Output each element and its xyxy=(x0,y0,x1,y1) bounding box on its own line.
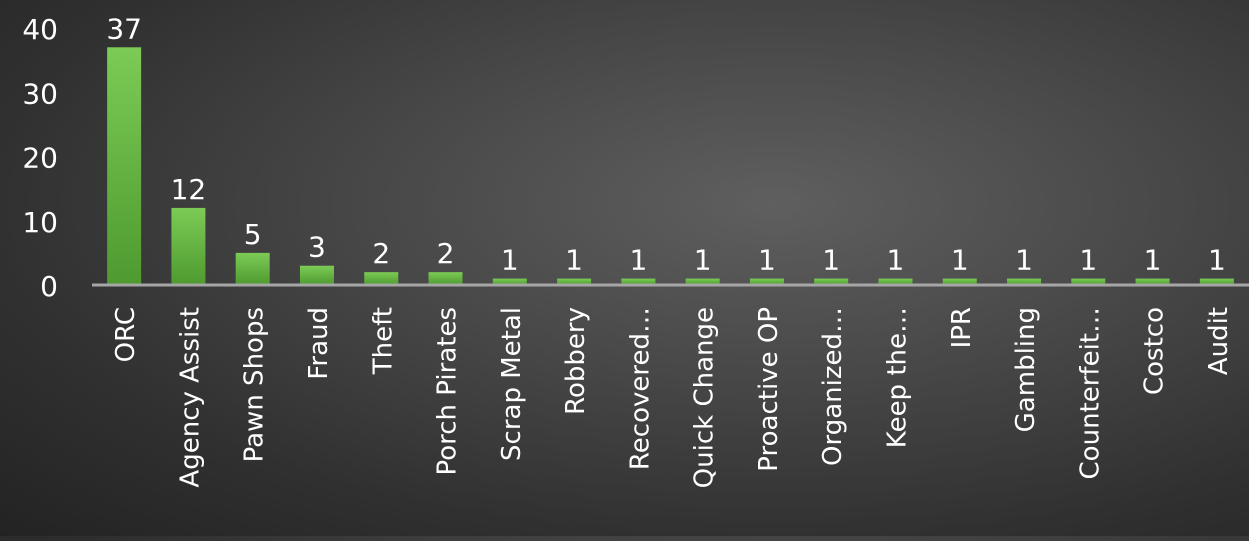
y-tick-label: 0 xyxy=(40,270,58,303)
data-label: 1 xyxy=(822,244,840,277)
y-tick-label: 10 xyxy=(22,206,58,239)
x-tick-label: Keep the… xyxy=(882,307,912,448)
bar xyxy=(171,207,206,285)
bar xyxy=(942,278,977,285)
x-tick-label: Gambling xyxy=(1011,307,1041,432)
data-label: 2 xyxy=(437,237,455,270)
data-label: 1 xyxy=(565,244,583,277)
y-tick-label: 20 xyxy=(22,142,58,175)
bar xyxy=(364,272,399,285)
bar xyxy=(1199,278,1234,285)
data-label: 1 xyxy=(758,244,776,277)
bar xyxy=(685,278,720,285)
x-tick-label: Recovered… xyxy=(625,307,655,470)
data-label: 3 xyxy=(308,231,326,264)
data-label: 37 xyxy=(106,12,142,45)
bar xyxy=(492,278,527,285)
bar xyxy=(814,278,849,285)
bar xyxy=(749,278,784,285)
bar xyxy=(557,278,592,285)
x-tick-label: Scrap Metal xyxy=(497,307,527,461)
bar xyxy=(428,272,463,285)
bar xyxy=(621,278,656,285)
data-label: 5 xyxy=(244,218,262,251)
y-tick-label: 30 xyxy=(22,77,58,110)
x-tick-label: Robbery xyxy=(561,307,591,415)
x-tick-label: Counterfeit… xyxy=(1075,307,1105,479)
bar xyxy=(1071,278,1106,285)
data-label: 1 xyxy=(1208,244,1226,277)
bar xyxy=(299,265,334,285)
data-labels: 37 12 5 3 2 2 1 1 1 1 1 1 1 1 1 1 1 1 xyxy=(106,12,1225,276)
data-label: 1 xyxy=(1079,244,1097,277)
data-label: 1 xyxy=(887,244,905,277)
data-label: 1 xyxy=(951,244,969,277)
bar xyxy=(1007,278,1042,285)
bars xyxy=(107,47,1234,286)
x-tick-label: Proactive OP xyxy=(754,307,784,472)
data-label: 1 xyxy=(1144,244,1162,277)
data-label: 2 xyxy=(372,237,390,270)
bar xyxy=(107,47,142,286)
x-tick-label: Porch Pirates xyxy=(433,307,463,476)
x-tick-label: Costco xyxy=(1140,307,1170,395)
bar xyxy=(878,278,913,285)
y-tick-label: 40 xyxy=(22,13,58,46)
bar xyxy=(235,252,270,285)
x-tick-label: Agency Assist xyxy=(175,307,205,488)
x-tick-label: Fraud xyxy=(304,307,334,380)
x-axis-labels: ORC Agency Assist Pawn Shops Fraud Theft Porc… xyxy=(111,307,1234,488)
bar xyxy=(1135,278,1170,285)
x-tick-label: Quick Change xyxy=(690,307,720,488)
x-tick-label: ORC xyxy=(111,307,141,362)
data-label: 1 xyxy=(1015,244,1033,277)
x-tick-label: Pawn Shops xyxy=(240,307,270,462)
y-axis-ticks: 0 10 20 30 40 xyxy=(22,13,58,303)
x-tick-label: Organized… xyxy=(818,307,848,466)
x-tick-label: Theft xyxy=(368,307,398,375)
data-label: 1 xyxy=(501,244,519,277)
x-tick-label: IPR xyxy=(947,307,977,348)
data-label: 1 xyxy=(629,244,647,277)
data-label: 1 xyxy=(694,244,712,277)
x-tick-label: Audit xyxy=(1204,307,1234,375)
data-label: 12 xyxy=(171,173,207,206)
